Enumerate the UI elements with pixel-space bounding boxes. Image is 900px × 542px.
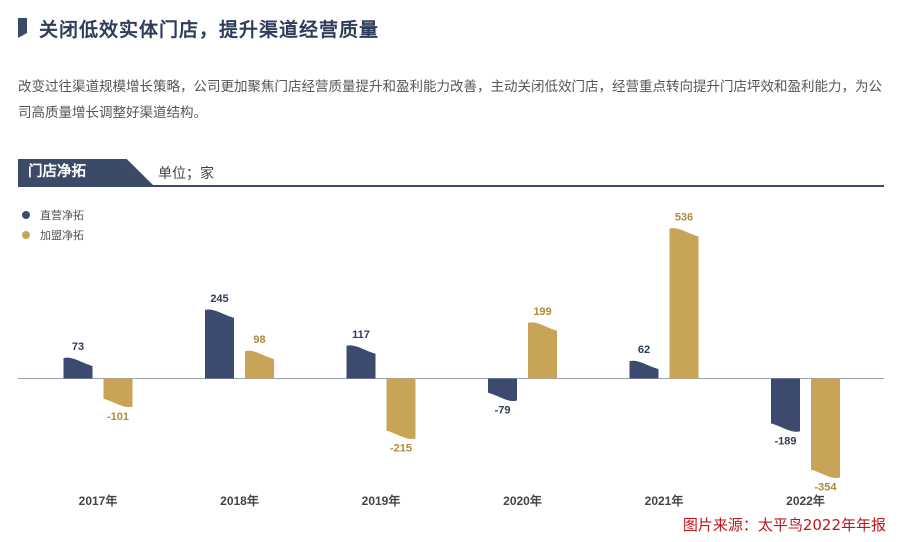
data-label-direct-0: 73 (72, 341, 84, 353)
chart-legend: 直营净拓 加盟净拓 (22, 205, 84, 245)
legend-item-franchise: 加盟净拓 (22, 225, 84, 245)
bar-franchise-0 (103, 378, 133, 408)
data-label-direct-3: -79 (495, 405, 511, 417)
bar-direct-5 (771, 378, 800, 432)
data-label-franchise-1: 98 (253, 334, 265, 346)
header-divider (18, 185, 884, 187)
legend-label-direct: 直营净拓 (40, 209, 84, 222)
x-tick-label-5: 2022年 (786, 493, 825, 508)
legend-swatch-direct (22, 211, 30, 219)
data-label-franchise-0: -101 (107, 411, 129, 423)
bar-direct-4 (629, 360, 659, 379)
description-paragraph: 改变过往渠道规模增长策略，公司更加聚焦门店经营质量提升和盈利能力改善，主动关闭低… (18, 79, 882, 121)
data-label-direct-1: 245 (210, 293, 228, 305)
data-label-direct-2: 117 (352, 329, 370, 341)
source-caption: 图片来源：太平鸟2022年年报 (682, 516, 886, 534)
data-label-direct-4: 62 (638, 344, 650, 356)
chart-tab: 门店净拓 (18, 159, 154, 186)
section-header: 关闭低效实体门店，提升渠道经营质量 (18, 14, 379, 42)
title-marker (18, 18, 27, 38)
bar-franchise-2 (386, 378, 416, 440)
x-tick-label-0: 2017年 (79, 493, 118, 508)
x-tick-label-4: 2021年 (645, 493, 684, 508)
bar-franchise-1 (245, 350, 274, 379)
data-label-franchise-4: 536 (675, 212, 693, 224)
bar-franchise-3 (528, 322, 557, 379)
legend-label-franchise: 加盟净拓 (40, 229, 84, 242)
bar-franchise-5 (811, 378, 840, 478)
unit-label: 单位；家 (158, 166, 214, 182)
bar-direct-3 (488, 378, 517, 402)
page-title: 关闭低效实体门店，提升渠道经营质量 (39, 18, 380, 41)
legend-swatch-franchise (22, 231, 30, 239)
data-label-franchise-2: -215 (390, 443, 412, 455)
bar-franchise-4 (669, 228, 699, 379)
bar-direct-0 (63, 357, 93, 379)
bar-direct-1 (205, 309, 234, 379)
data-label-franchise-5: -354 (814, 482, 837, 494)
data-label-direct-5: -189 (774, 435, 796, 447)
legend-item-direct: 直营净拓 (22, 205, 84, 225)
x-tick-label-2: 2019年 (362, 493, 401, 508)
x-tick-label-1: 2018年 (220, 493, 259, 508)
data-label-franchise-3: 199 (533, 306, 551, 318)
x-tick-label-3: 2020年 (503, 493, 542, 508)
bar-direct-2 (346, 345, 376, 379)
